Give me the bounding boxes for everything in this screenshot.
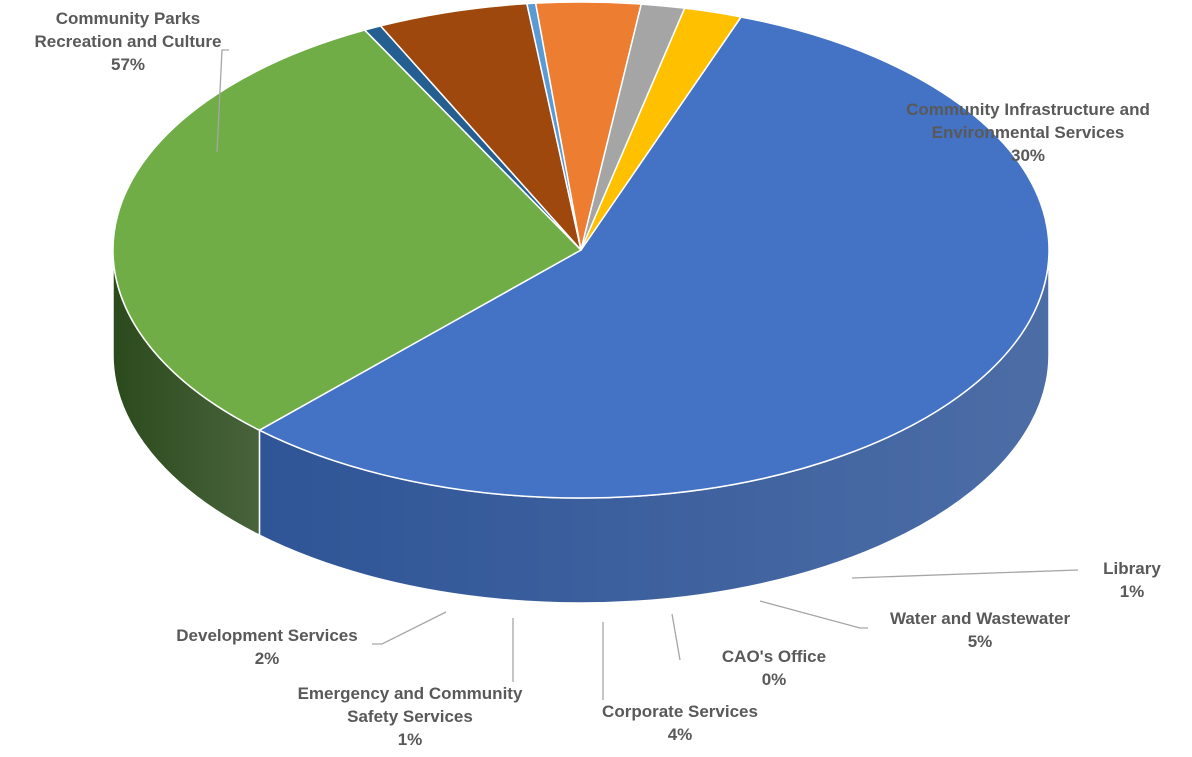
slice-label-line: CAO's Office: [722, 647, 826, 666]
leader-line-0: [216, 49, 229, 153]
slice-percent: 1%: [1120, 582, 1145, 601]
slice-labels: Community Parks Recreation and Culture 57%…: [34, 9, 1161, 749]
slice-percent: 2%: [255, 649, 280, 668]
slice-percent: 4%: [668, 725, 693, 744]
slice-7: [580, 7, 742, 251]
leader-lines: [216, 49, 1079, 700]
pie-tops: [112, 1, 1050, 499]
slice-label-line: Community Parks: [56, 9, 201, 28]
slice-label-1: Community Infrastructure and Environmenta…: [906, 100, 1150, 165]
slice-percent: 0%: [762, 670, 787, 689]
slice-label-3: Water and Wastewater 5%: [890, 609, 1071, 651]
slice-percent: 1%: [398, 730, 423, 749]
slice-label-line: Community Infrastructure and: [906, 100, 1150, 119]
slice-label-line: Library: [1103, 559, 1161, 578]
slice-label-line: Emergency and Community: [298, 684, 523, 703]
slice-label-0: Community Parks Recreation and Culture 57%: [34, 9, 221, 74]
slice-3: [379, 2, 582, 251]
leader-line-2: [851, 569, 1079, 579]
slice-label-7: Development Services 2%: [176, 626, 357, 668]
leader-line-3: [759, 600, 868, 629]
slice-1: [112, 29, 582, 431]
slice-percent: 57%: [111, 55, 145, 74]
slice-label-line: Recreation and Culture: [34, 32, 221, 51]
slice-percent: 30%: [1011, 146, 1045, 165]
slice-label-2: Library 1%: [1103, 559, 1161, 601]
leader-line-4: [671, 613, 681, 661]
slice-label-line: Corporate Services: [602, 702, 758, 721]
slice-label-line: Safety Services: [347, 707, 473, 726]
slice-0: [258, 16, 1050, 499]
leader-line-7: [372, 611, 447, 645]
slice-label-line: Environmental Services: [932, 123, 1125, 142]
slice-label-line: Development Services: [176, 626, 357, 645]
slice-label-5: Corporate Services 4%: [602, 702, 758, 744]
slice-percent: 5%: [968, 632, 993, 651]
slice-label-4: CAO's Office 0%: [722, 647, 826, 689]
slice-label-line: Water and Wastewater: [890, 609, 1071, 628]
slice-label-6: Emergency and Community Safety Services 1%: [298, 684, 523, 749]
